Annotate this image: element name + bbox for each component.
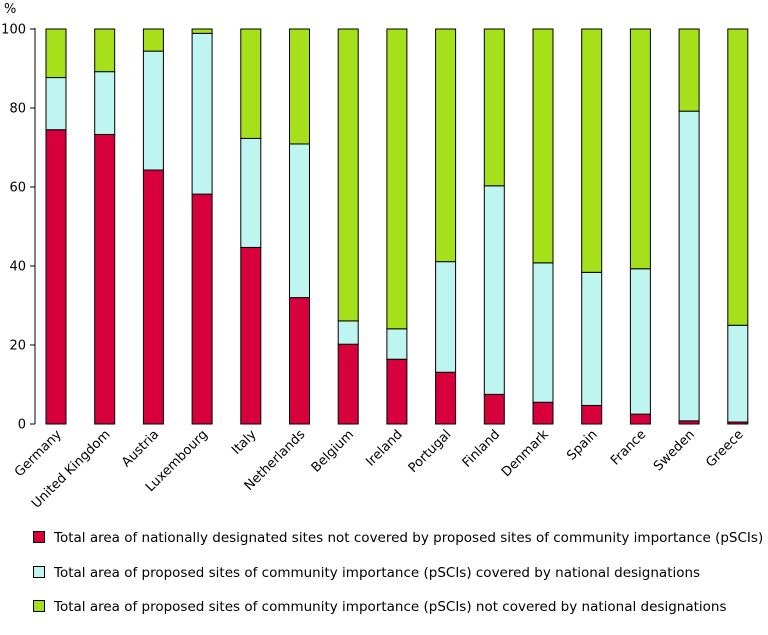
bar-segment — [240, 246, 262, 425]
y-tick-label: 20 — [9, 339, 26, 354]
bar-segment — [386, 358, 408, 425]
y-tick-label: 80 — [9, 102, 26, 117]
bar-segment — [191, 28, 213, 34]
x-tick-label: Greece — [703, 427, 746, 470]
bar-segment — [94, 28, 116, 73]
x-tick-label: Ireland — [363, 427, 405, 469]
bar-segment — [581, 404, 603, 425]
y-tick-label: 100 — [1, 23, 26, 38]
bar-segment — [727, 324, 749, 423]
bar-segment — [483, 185, 505, 395]
bar-segment — [45, 28, 67, 79]
bar-segment — [289, 28, 310, 145]
bar-segment — [435, 261, 457, 373]
bar-segment — [483, 28, 505, 187]
bar-segment — [629, 28, 651, 270]
bar-segment — [94, 71, 116, 135]
bar-segment — [289, 143, 310, 299]
bar-segment — [337, 343, 359, 425]
y-axis: 0 20 40 60 80 100 — [1, 23, 36, 433]
y-tick-label: 60 — [9, 181, 26, 196]
legend-label: Total area of nationally designated site… — [54, 530, 764, 546]
legend-label: Total area of proposed sites of communit… — [54, 564, 701, 581]
bar-segment — [386, 328, 408, 360]
bar-segment — [678, 28, 700, 112]
x-tick-label: Finland — [460, 427, 503, 470]
legend-swatch-red — [33, 531, 45, 543]
bar-segment — [629, 268, 651, 415]
bar-segment — [435, 28, 457, 263]
legend-swatch-cyan — [33, 565, 45, 578]
bar-segment — [532, 28, 554, 264]
bar-segment — [629, 413, 651, 425]
bar-segment — [289, 297, 310, 425]
bar-segment — [581, 271, 603, 406]
bar-segment — [240, 28, 262, 139]
x-tick-label: Spain — [564, 427, 600, 463]
y-tick-label: 40 — [9, 260, 26, 275]
bar-segment — [727, 28, 749, 326]
bar-segment — [581, 28, 603, 273]
bar-segment — [532, 401, 554, 425]
y-tick-label: 0 — [18, 418, 26, 433]
bars-group — [45, 28, 749, 425]
bar-segment — [386, 28, 408, 330]
bar-segment — [45, 129, 67, 425]
bar-segment — [191, 32, 213, 195]
x-tick-label: Portugal — [406, 427, 455, 476]
bar-segment — [532, 262, 554, 403]
bar-segment — [337, 320, 359, 345]
bar-segment — [142, 50, 164, 171]
x-tick-label: Sweden — [651, 427, 698, 474]
x-tick-label: Italy — [229, 427, 260, 458]
x-tick-label: Austria — [119, 427, 162, 470]
legend-label: Total area of proposed sites of communit… — [54, 599, 727, 615]
x-tick-label: Belgium — [309, 427, 357, 475]
bar-segment — [142, 169, 164, 425]
bar-segment — [678, 110, 700, 422]
y-axis-unit-label: % — [4, 2, 16, 17]
x-tick-label: France — [608, 427, 649, 468]
bar-segment — [45, 77, 67, 131]
bar-segment — [142, 28, 164, 52]
bar-segment — [240, 137, 262, 248]
bar-segment — [483, 393, 505, 425]
bar-segment — [337, 28, 359, 322]
bar-segment — [94, 133, 116, 425]
x-tick-label: Denmark — [499, 427, 552, 480]
bar-segment — [435, 371, 457, 425]
bar-segment — [191, 193, 213, 425]
legend-swatch-green — [33, 600, 45, 612]
